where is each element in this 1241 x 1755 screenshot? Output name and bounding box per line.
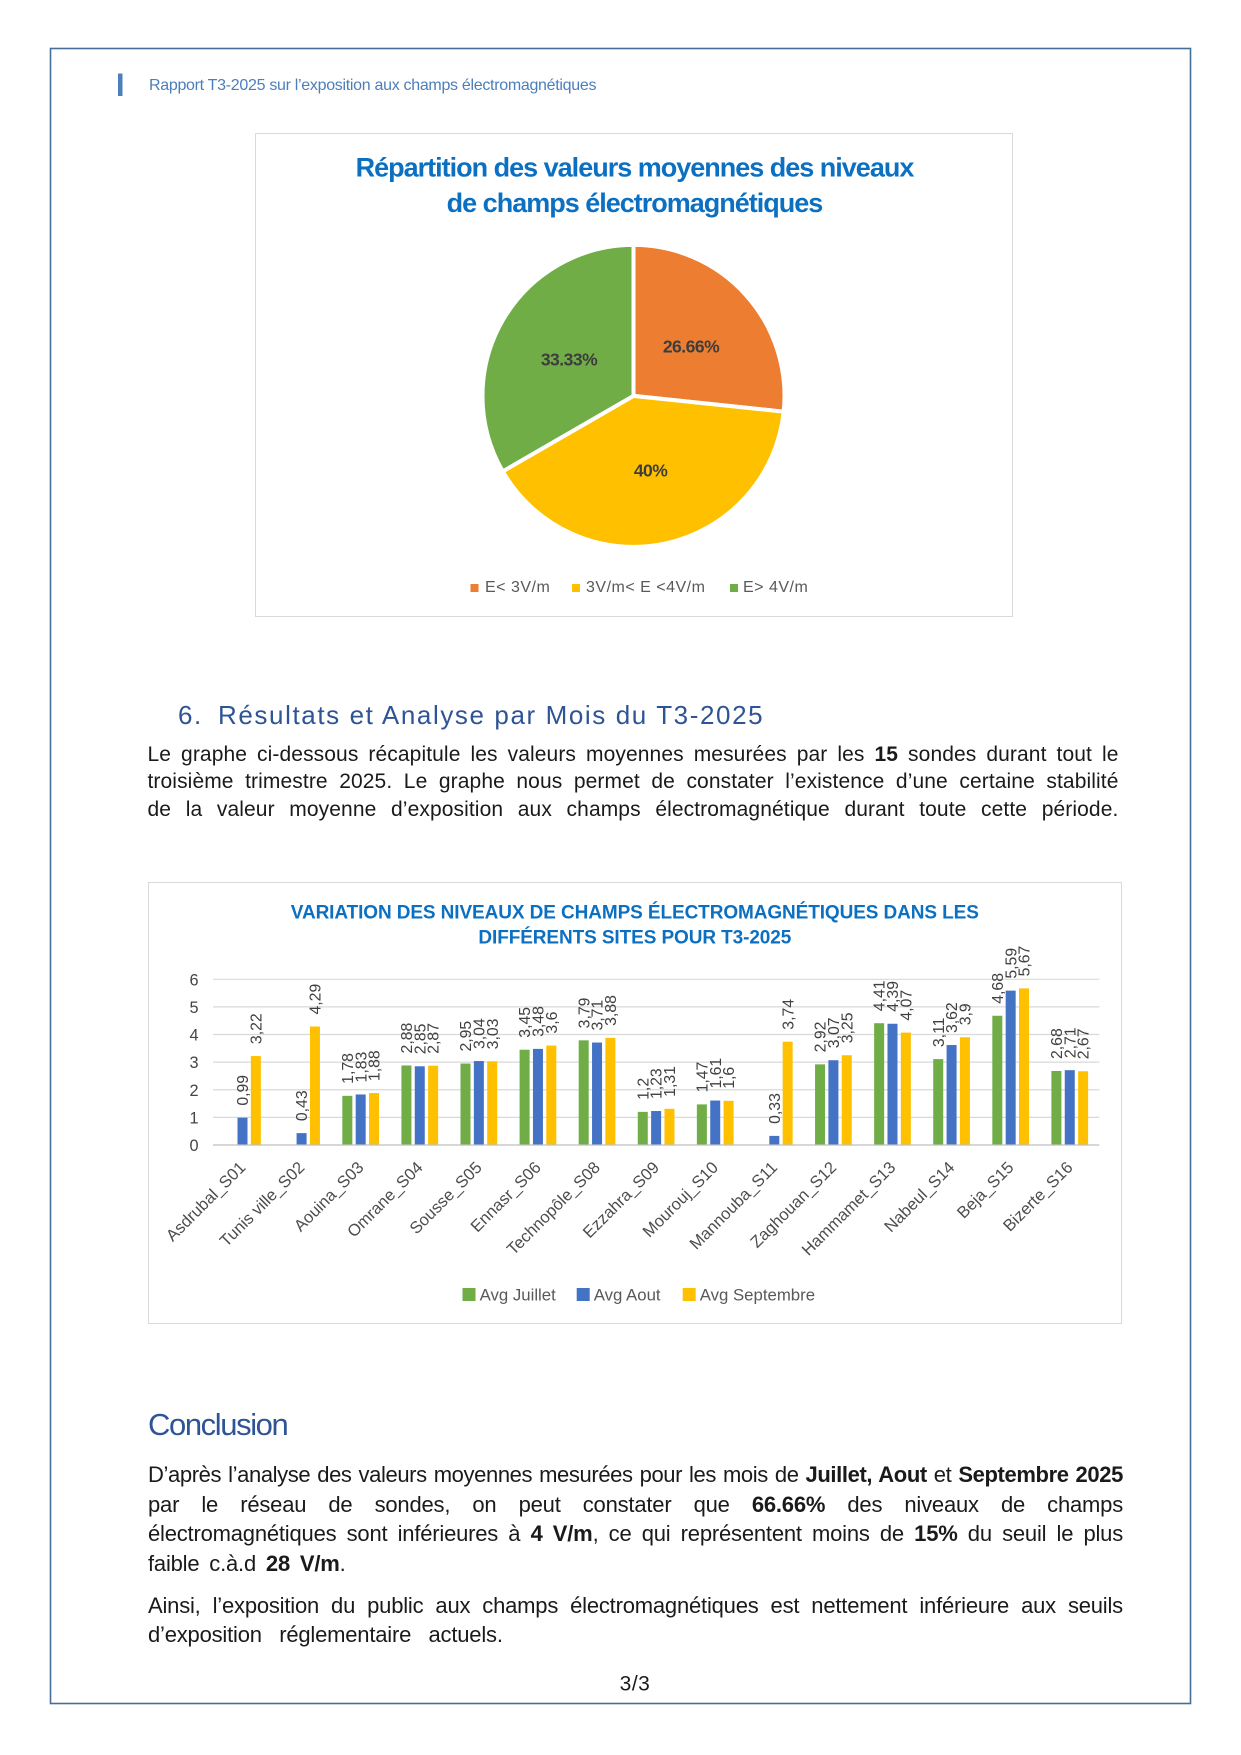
svg-text:3,71: 3,71 <box>590 1000 607 1031</box>
svg-text:1,61: 1,61 <box>708 1058 725 1089</box>
svg-text:1,2: 1,2 <box>635 1078 652 1100</box>
svg-text:3: 3 <box>189 1054 198 1072</box>
svg-text:4,29: 4,29 <box>308 984 325 1015</box>
svg-text:3/3: 3/3 <box>620 1673 651 1696</box>
svg-text:3,45: 3,45 <box>517 1007 534 1038</box>
svg-text:3,88: 3,88 <box>603 995 620 1026</box>
svg-text:3,74: 3,74 <box>780 999 797 1030</box>
svg-text:0,33: 0,33 <box>767 1093 784 1124</box>
svg-text:2,68: 2,68 <box>1049 1028 1066 1059</box>
svg-text:3,22: 3,22 <box>248 1013 265 1044</box>
svg-text:3V/m< E <4V/m: 3V/m< E <4V/m <box>586 579 705 596</box>
svg-text:1: 1 <box>189 1109 198 1127</box>
svg-text:3,9: 3,9 <box>958 1003 975 1025</box>
svg-text:1,88: 1,88 <box>367 1050 384 1081</box>
svg-text:E> 4V/m: E> 4V/m <box>743 579 808 596</box>
svg-text:1,83: 1,83 <box>353 1052 370 1083</box>
svg-text:4,07: 4,07 <box>898 990 915 1021</box>
svg-text:5: 5 <box>189 999 198 1017</box>
svg-text:4: 4 <box>189 1027 198 1045</box>
svg-text:2,87: 2,87 <box>426 1023 443 1054</box>
svg-text:2,95: 2,95 <box>458 1021 475 1052</box>
svg-text:2,92: 2,92 <box>813 1022 830 1053</box>
svg-text:E< 3V/m: E< 3V/m <box>485 579 550 596</box>
svg-text:4,68: 4,68 <box>990 973 1007 1004</box>
svg-text:2,71: 2,71 <box>1062 1027 1079 1058</box>
svg-text:0: 0 <box>189 1137 198 1155</box>
svg-text:Résultats et Analyse par Mois: Résultats et Analyse par Mois du T3-2025 <box>218 700 764 730</box>
svg-text:6.: 6. <box>178 700 203 730</box>
svg-text:2,67: 2,67 <box>1076 1029 1093 1060</box>
svg-text:1,47: 1,47 <box>694 1062 711 1093</box>
svg-text:1,31: 1,31 <box>662 1066 679 1097</box>
svg-text:3,25: 3,25 <box>839 1012 856 1043</box>
svg-text:3,04: 3,04 <box>471 1018 488 1049</box>
svg-text:3,11: 3,11 <box>931 1017 948 1047</box>
svg-text:0,43: 0,43 <box>294 1090 311 1121</box>
svg-text:3,6: 3,6 <box>544 1011 561 1033</box>
svg-text:Avg Septembre: Avg Septembre <box>700 1286 815 1305</box>
svg-text:4,41: 4,41 <box>872 980 889 1011</box>
svg-text:VARIATION DES NIVEAUX DE CHAMP: VARIATION DES NIVEAUX DE CHAMPS ÉLECTROM… <box>291 902 979 924</box>
svg-text:Répartition des valeurs moyenn: Répartition des valeurs moyennes des niv… <box>356 153 915 183</box>
svg-text:Conclusion: Conclusion <box>148 1407 288 1442</box>
svg-text:3,03: 3,03 <box>485 1018 502 1049</box>
svg-text:6: 6 <box>189 971 198 989</box>
svg-text:DIFFÉRENTS SITES POUR T3-2025: DIFFÉRENTS SITES POUR T3-2025 <box>478 927 791 949</box>
svg-text:26.66%: 26.66% <box>663 337 720 357</box>
svg-text:0,99: 0,99 <box>235 1075 252 1106</box>
svg-text:Avg Aout: Avg Aout <box>594 1286 661 1305</box>
svg-text:1,78: 1,78 <box>340 1053 357 1084</box>
svg-text:5,67: 5,67 <box>1017 946 1034 977</box>
svg-text:40%: 40% <box>634 461 668 481</box>
svg-text:1,23: 1,23 <box>649 1068 666 1099</box>
svg-text:2,88: 2,88 <box>399 1023 416 1054</box>
svg-text:de champs électromagnétiques: de champs électromagnétiques <box>447 188 823 218</box>
svg-text:1,6: 1,6 <box>721 1067 738 1089</box>
svg-text:3,07: 3,07 <box>826 1017 843 1048</box>
svg-text:2,85: 2,85 <box>412 1023 429 1054</box>
svg-text:3,62: 3,62 <box>944 1002 961 1033</box>
svg-text:33.33%: 33.33% <box>541 350 598 370</box>
svg-text:3,48: 3,48 <box>531 1006 548 1037</box>
svg-text:5,59: 5,59 <box>1003 948 1020 979</box>
svg-text:4,39: 4,39 <box>885 981 902 1012</box>
svg-text:Avg Juillet: Avg Juillet <box>480 1286 557 1305</box>
svg-text:3,79: 3,79 <box>576 997 593 1028</box>
svg-text:Rapport T3-2025 sur l’expositi: Rapport T3-2025 sur l’exposition aux cha… <box>149 77 596 94</box>
svg-text:2: 2 <box>189 1082 198 1100</box>
